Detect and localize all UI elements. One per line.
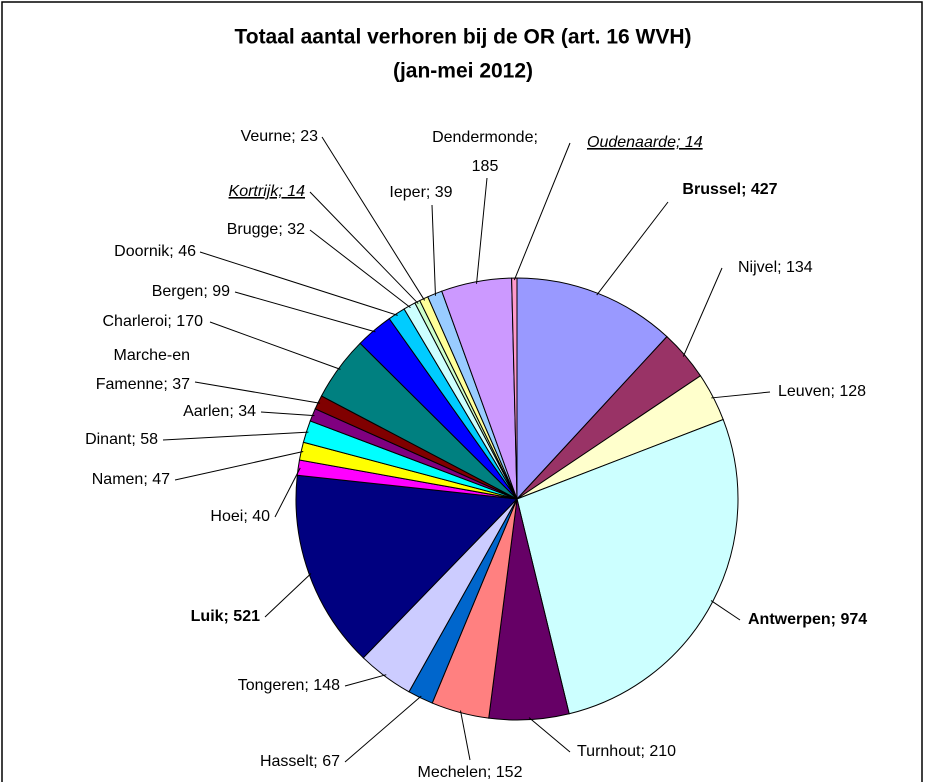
label-line: 185 [472, 158, 499, 175]
data-label: Doornik; 46 [114, 243, 196, 260]
data-label: Hasselt; 67 [260, 753, 340, 770]
data-label: Bergen; 99 [152, 283, 230, 300]
leader-line [234, 291, 376, 333]
label-line: Dinant; 58 [85, 431, 158, 448]
leader-line [344, 674, 387, 687]
data-label: Mechelen; 152 [418, 764, 523, 781]
label-line: Dendermonde; [432, 129, 538, 146]
leader-line [209, 321, 341, 370]
leader-line [596, 201, 669, 296]
leader-line [528, 717, 571, 753]
data-label: Brussel; 427 [682, 181, 777, 198]
leader-line [431, 204, 436, 296]
leader-line [513, 142, 571, 281]
label-line: Antwerpen; 974 [748, 611, 867, 628]
label-line: Kortrijk; 14 [229, 183, 306, 200]
leader-line [476, 177, 488, 284]
label-line: Veurne; 23 [241, 128, 319, 145]
data-label: Tongeren; 148 [238, 677, 340, 694]
data-label: Dinant; 58 [85, 431, 158, 448]
leader-line [309, 229, 411, 309]
data-label: Namen; 47 [92, 471, 170, 488]
leader-line [274, 467, 301, 518]
label-line: Leuven; 128 [778, 383, 866, 400]
leader-line [344, 695, 422, 763]
leader-line [194, 381, 321, 404]
label-line: Bergen; 99 [152, 283, 230, 300]
chart-subtitle: (jan-mei 2012) [393, 60, 533, 83]
data-label: Turnhout; 210 [577, 743, 676, 760]
leader-line [710, 600, 741, 621]
pie-slice [295, 474, 519, 659]
leader-line [199, 251, 398, 316]
label-line: Brugge; 32 [227, 221, 305, 238]
label-line: Doornik; 46 [114, 243, 196, 260]
pie-slice [516, 277, 668, 501]
leader-line [309, 191, 419, 304]
data-label: Aarlen; 34 [183, 403, 256, 420]
label-line: Mechelen; 152 [418, 764, 523, 781]
data-label: Nijvel; 134 [738, 259, 813, 276]
pie-slice [511, 277, 518, 500]
label-line: Hasselt; 67 [260, 753, 340, 770]
data-label: Ieper; 39 [389, 184, 452, 201]
label-line: Brussel; 427 [682, 181, 777, 198]
data-label: Veurne; 23 [241, 128, 319, 145]
leader-line [321, 136, 426, 301]
label-line: Aarlen; 34 [183, 403, 256, 420]
data-label: Marche-en Famenne; 37 [96, 347, 190, 393]
chart-title: Totaal aantal verhoren bij de OR (art. 1… [234, 26, 691, 49]
label-line: Famenne; 37 [96, 376, 190, 393]
label-line: Namen; 47 [92, 471, 170, 488]
leader-line [264, 573, 312, 618]
label-line: Marche-en [114, 347, 190, 364]
data-label: Leuven; 128 [778, 383, 866, 400]
data-label: Brugge; 32 [227, 221, 305, 238]
label-line: Turnhout; 210 [577, 743, 676, 760]
data-label: Charleroi; 170 [103, 313, 204, 330]
label-line: Hoei; 40 [210, 508, 270, 525]
data-label: Luik; 521 [191, 608, 260, 625]
label-line: Ieper; 39 [389, 184, 452, 201]
leader-line [174, 451, 304, 481]
data-label: Oudenaarde; 14 [587, 134, 703, 151]
leader-line [260, 411, 315, 417]
label-line: Nijvel; 134 [738, 259, 813, 276]
label-line: Oudenaarde; 14 [587, 134, 703, 151]
leader-line [711, 391, 771, 399]
data-label: Hoei; 40 [210, 508, 270, 525]
leader-line [682, 267, 723, 357]
leader-line [459, 710, 471, 761]
leader-line [162, 431, 309, 441]
data-label: Dendermonde; 185 [432, 129, 538, 175]
label-line: Luik; 521 [191, 608, 260, 625]
data-label: Antwerpen; 974 [748, 611, 867, 628]
data-label: Kortrijk; 14 [229, 183, 306, 200]
label-line: Charleroi; 170 [103, 313, 204, 330]
label-line: Tongeren; 148 [238, 677, 340, 694]
